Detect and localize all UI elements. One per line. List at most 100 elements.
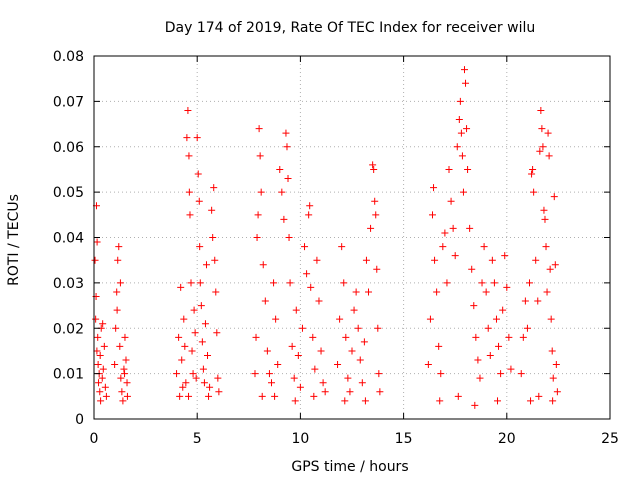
x-tick-label: 0 [90,431,99,447]
data-point [468,265,476,273]
data-point [257,188,265,196]
data-point [181,342,189,350]
data-point [93,347,101,355]
data-point [259,261,267,269]
data-point [441,229,449,237]
data-point [437,370,445,378]
y-tick-labels: 0 0.01 0.02 0.03 0.04 0.05 0.06 0.07 0.08 [53,49,610,428]
y-tick-label: 0.08 [53,49,84,65]
data-point [91,256,99,264]
data-point [254,211,262,219]
data-point [537,106,545,114]
data-point [482,288,490,296]
data-point [283,143,291,151]
data-point [472,333,480,341]
data-point [301,243,309,251]
data-point [486,351,494,359]
data-point [463,125,471,133]
data-point [196,279,204,287]
data-point [436,397,444,405]
data-point [346,388,354,396]
data-point [462,79,470,87]
data-point [340,279,348,287]
data-point [112,324,120,332]
data-point [374,324,382,332]
data-point [430,184,438,192]
data-point [255,125,263,133]
chart-title: Day 174 of 2019, Rate Of TEC Index for r… [165,20,535,36]
data-point [543,288,551,296]
data-point [179,383,187,391]
data-point [313,256,321,264]
data-point [210,184,218,192]
data-point [180,315,188,323]
data-point [309,333,317,341]
data-point [471,401,479,409]
data-point [548,347,556,355]
y-tick-label: 0.03 [53,276,84,292]
data-point [118,388,126,396]
data-point [276,165,284,173]
data-point [371,197,379,205]
data-point [435,342,443,350]
data-point [274,361,282,369]
data-point [251,370,259,378]
data-point [97,397,105,405]
data-point [547,315,555,323]
y-tick-label: 0.01 [53,367,84,383]
grid-layer [94,56,610,419]
data-point [214,374,222,382]
data-point [550,193,558,201]
data-point [527,397,535,405]
data-point [521,297,529,305]
data-point [480,243,488,251]
data-point [474,356,482,364]
data-point [551,261,559,269]
data-point [94,361,102,369]
data-point [99,365,107,373]
data-point [553,388,561,396]
data-point [193,134,201,142]
data-point [184,106,192,114]
data-point [428,211,436,219]
data-point [176,392,184,400]
data-point [356,356,364,364]
data-point [111,361,119,369]
data-point [454,392,462,400]
data-point [270,279,278,287]
y-tick-label: 0.05 [53,185,84,201]
data-point [288,342,296,350]
data-point [294,351,302,359]
data-point [286,279,294,287]
data-point [495,342,503,350]
data-point [271,392,279,400]
data-point [336,315,344,323]
data-point [352,288,360,296]
data-point [102,392,110,400]
data-point [182,379,190,387]
y-axis-label: ROTI / TECUs [6,194,22,286]
plot-frame [93,55,611,420]
data-point [123,392,131,400]
data-point [195,197,203,205]
data-point [98,374,106,382]
data-point [321,388,329,396]
x-tick-label: 5 [193,431,202,447]
data-point [100,342,108,350]
data-point [185,188,193,196]
data-point [424,361,432,369]
data-point [492,315,500,323]
data-point [268,379,276,387]
data-point [119,397,127,405]
data-point [190,306,198,314]
data-point [539,143,547,151]
data-point [265,370,273,378]
data-point [117,374,125,382]
data-point [334,361,342,369]
data-point [484,324,492,332]
data-point [211,256,219,264]
data-point [206,383,214,391]
data-point [185,392,193,400]
data-point [99,320,107,328]
data-point [457,129,465,137]
